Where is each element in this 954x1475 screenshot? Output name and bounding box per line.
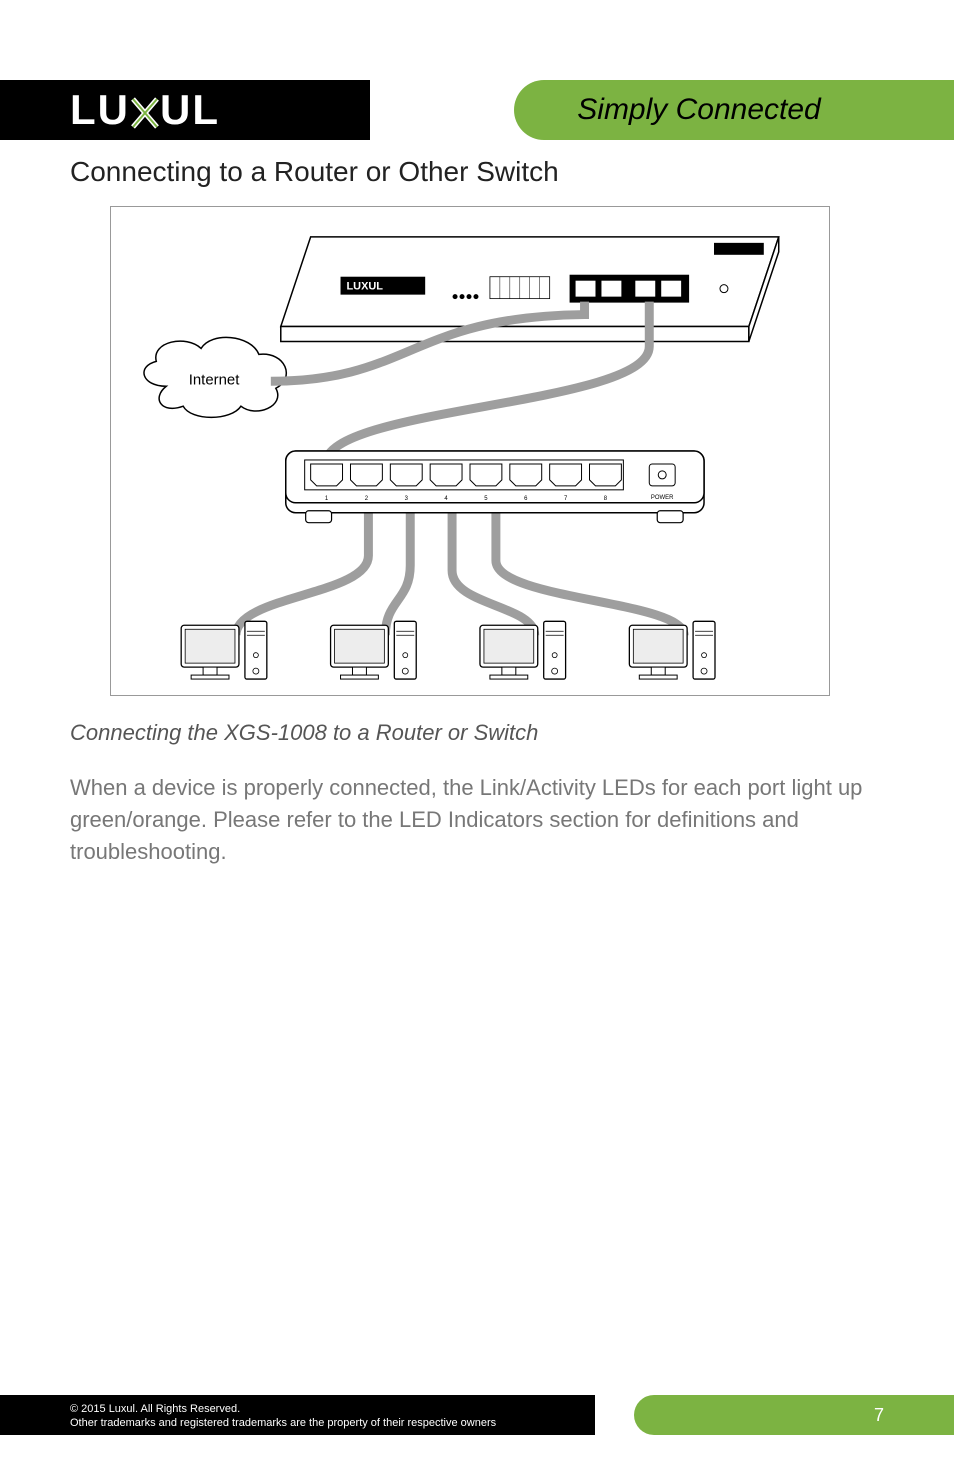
footer-page-band: 7 <box>634 1395 914 1435</box>
footer-trademark: Other trademarks and registered trademar… <box>70 1416 595 1430</box>
tagline-band: Simply Connected <box>514 80 884 140</box>
logo-x-icon <box>130 96 160 130</box>
diagram-caption: Connecting the XGS-1008 to a Router or S… <box>70 720 538 746</box>
svg-text:POWER: POWER <box>651 495 674 501</box>
page-footer: © 2015 Luxul. All Rights Reserved. Other… <box>0 1395 954 1435</box>
router-brand-label: LUXUL <box>347 281 384 293</box>
brand-logo: LU UL <box>70 86 220 134</box>
internet-label: Internet <box>189 371 240 388</box>
router-device: LUXUL <box>281 237 779 342</box>
logo-band: LU UL <box>0 80 370 140</box>
page-number: 7 <box>874 1405 884 1426</box>
diagram-svg: LUXUL <box>111 207 829 695</box>
header-bar: LU UL Simply Connected <box>0 80 954 140</box>
footer-copyright-band: © 2015 Luxul. All Rights Reserved. Other… <box>0 1395 595 1435</box>
internet-cloud: Internet <box>144 337 286 417</box>
section-heading: Connecting to a Router or Other Switch <box>70 156 559 188</box>
connection-diagram: LUXUL <box>110 206 830 696</box>
body-paragraph: When a device is properly connected, the… <box>70 772 884 868</box>
footer-copyright: © 2015 Luxul. All Rights Reserved. <box>70 1402 595 1416</box>
tagline-band-extension <box>874 80 954 140</box>
tagline-text: Simply Connected <box>577 93 820 127</box>
logo-prefix: LU <box>70 86 130 133</box>
logo-suffix: UL <box>160 86 220 133</box>
client-computers <box>181 621 715 679</box>
switch-device: 1 2 3 4 5 6 7 8 POWER <box>286 451 704 523</box>
